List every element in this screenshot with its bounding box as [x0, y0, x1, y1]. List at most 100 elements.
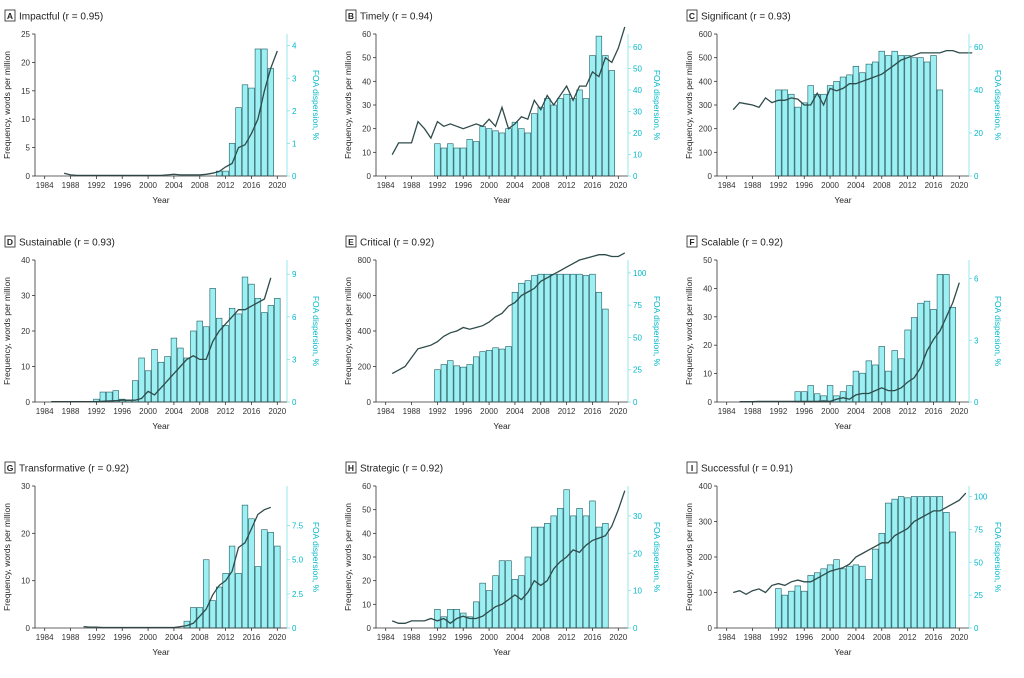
- y-tick-label: 0: [708, 172, 713, 181]
- foa-bar-2019: [267, 68, 274, 177]
- frequency-line: [63, 50, 278, 177]
- x-tick-label: 2008: [532, 407, 550, 416]
- foa-bar-2009: [885, 502, 892, 629]
- foa-bar-2000: [485, 350, 493, 403]
- foa-bar-1997: [466, 139, 473, 177]
- foa-bar-2007: [190, 330, 197, 403]
- panel-letter: A: [7, 11, 13, 21]
- y2-tick-label: 30: [633, 107, 642, 116]
- x-tick-label: 2004: [506, 633, 524, 642]
- foa-bar-2017: [254, 566, 262, 629]
- foa-bar-2018: [261, 48, 268, 177]
- foa-bar-2020: [274, 298, 281, 403]
- y-tick-label: 10: [21, 363, 30, 372]
- foa-bar-1995: [794, 585, 801, 629]
- foa-bar-2013: [569, 515, 577, 629]
- foa-bar-2000: [144, 370, 152, 403]
- x-tick-label: 2004: [165, 181, 183, 190]
- foa-bar-2016: [930, 309, 937, 403]
- y-tick-label: 50: [362, 54, 371, 63]
- y2-tick-label: 9: [292, 270, 297, 279]
- foa-bar-2015: [923, 61, 931, 177]
- foa-bar-2012: [563, 93, 570, 177]
- frequency-line: [732, 49, 973, 111]
- y-tick-label: 400: [358, 327, 372, 336]
- x-tick-label: 2000: [821, 633, 839, 642]
- foa-bar-2002: [498, 132, 506, 177]
- y2-tick-label: 1: [292, 139, 297, 148]
- foa-bar-2014: [576, 508, 583, 629]
- chart-panel-g: G Transformative (r = 0.92) 0 10 20 30 0 2.5 5.0…: [0, 452, 341, 678]
- chart-panel-b: B Timely (r = 0.94) 0 10 20 30 40 50 60 0 10 20 30 40…: [341, 0, 682, 226]
- panel-letter-box: [345, 461, 357, 474]
- x-tick-label: 2008: [191, 181, 209, 190]
- foa-bar-2009: [885, 55, 892, 177]
- foa-bar-2013: [910, 317, 918, 403]
- foa-bar-1993: [781, 594, 788, 629]
- panel-letter: F: [689, 237, 694, 247]
- x-tick-label: 2016: [243, 181, 261, 190]
- foa-bar-2006: [183, 357, 190, 403]
- x-tick-label: 1988: [62, 181, 80, 190]
- x-tick-label: 1984: [377, 407, 395, 416]
- foa-bar-2013: [569, 273, 577, 403]
- y2-axis-label: FOA dispersion, %: [652, 296, 662, 367]
- y2-tick-label: 100: [633, 269, 647, 278]
- x-tick-label: 2020: [950, 407, 968, 416]
- foa-bar-2016: [248, 283, 255, 403]
- frequency-line: [83, 506, 272, 629]
- y2-tick-label: 7.5: [292, 522, 304, 531]
- foa-bar-1996: [801, 590, 808, 629]
- y-axis-label: Frequency, words per million: [684, 503, 694, 611]
- foa-bar-1998: [473, 356, 480, 403]
- x-axis-label: Year: [152, 647, 169, 657]
- foa-bar-2012: [904, 329, 911, 403]
- chart-panel-e: E Critical (r = 0.92) 0 200 400 600 800 0 25 50 75…: [341, 226, 682, 452]
- foa-bar-2012: [222, 325, 229, 403]
- y-tick-label: 30: [21, 292, 30, 301]
- foa-bar-1999: [479, 582, 486, 629]
- chart-panel-c: C Significant (r = 0.93) 0 100 200 300 400 500 6…: [682, 0, 1023, 226]
- y-tick-label: 30: [362, 101, 371, 110]
- panel-letter-box: [686, 235, 698, 248]
- foa-bar-2016: [930, 496, 937, 629]
- frequency-line: [391, 490, 626, 625]
- x-tick-label: 2000: [821, 407, 839, 416]
- foa-bar-1999: [479, 351, 486, 403]
- y-axis-label: Frequency, words per million: [343, 503, 353, 611]
- x-tick-label: 1988: [744, 181, 762, 190]
- y-tick-label: 20: [21, 327, 30, 336]
- x-tick-label: 1996: [113, 407, 131, 416]
- y-tick-label: 50: [703, 256, 712, 265]
- foa-bar-2013: [910, 496, 918, 629]
- chart-svg: H Strategic (r = 0.92) 0 10 20 30 40 50 60 0 10 20 3…: [343, 461, 662, 657]
- foa-bar-1997: [466, 364, 473, 403]
- x-tick-label: 2020: [268, 407, 286, 416]
- foa-bar-1996: [801, 391, 808, 403]
- x-tick-label: 2012: [558, 181, 576, 190]
- foa-bar-1996: [460, 612, 467, 629]
- x-tick-label: 2020: [609, 633, 627, 642]
- y-tick-label: 300: [699, 518, 713, 527]
- y2-tick-label: 75: [633, 301, 642, 310]
- chart-svg: C Significant (r = 0.93)01002003004005006…: [684, 9, 1003, 205]
- x-tick-label: 1988: [744, 633, 762, 642]
- x-tick-label: 2012: [217, 181, 235, 190]
- panel-title: Successful (r = 0.91): [701, 464, 793, 475]
- y-tick-label: 30: [362, 553, 371, 562]
- x-tick-label: 1988: [403, 181, 421, 190]
- foa-bar-2003: [846, 74, 853, 177]
- x-tick-label: 2008: [873, 181, 891, 190]
- foa-bar-1998: [814, 93, 821, 177]
- foa-bar-2015: [241, 84, 249, 177]
- foa-bar-2000: [826, 385, 834, 403]
- foa-bar-2018: [943, 511, 950, 629]
- foa-bar-2004: [511, 579, 519, 629]
- y2-tick-label: 2: [292, 107, 297, 116]
- y-tick-label: 20: [703, 341, 712, 350]
- y-tick-label: 50: [362, 506, 371, 515]
- y-tick-label: 5: [26, 144, 31, 153]
- foa-bar-2006: [865, 63, 872, 177]
- frequency-line: [733, 492, 967, 596]
- x-tick-label: 1996: [795, 633, 813, 642]
